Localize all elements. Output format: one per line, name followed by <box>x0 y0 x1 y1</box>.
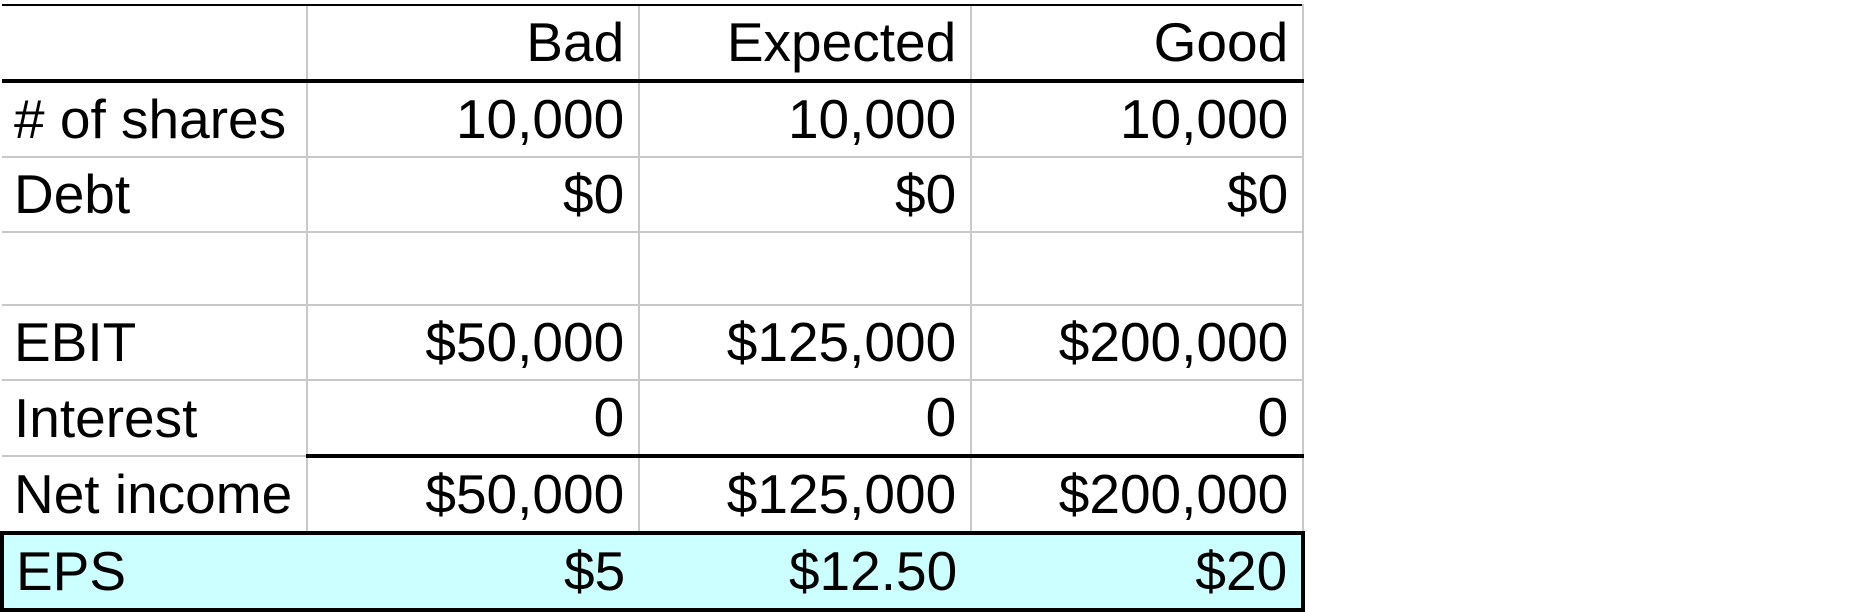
cell-bad: $50,000 <box>306 456 640 534</box>
table-row-debt: Debt $0 $0 $0 <box>2 157 1305 233</box>
table-row-shares: # of shares 10,000 10,000 10,000 <box>2 81 1305 158</box>
cell-good: $0 <box>970 157 1305 233</box>
header-good: Good <box>970 4 1305 83</box>
cell-expected <box>638 232 972 306</box>
header-row: Bad Expected Good <box>2 4 1305 83</box>
row-label: Net income <box>2 456 308 534</box>
table-row-eps: EPS $5 $12.50 $20 <box>0 531 1306 612</box>
row-label: # of shares <box>2 81 308 158</box>
cell-good: $20 <box>971 531 1306 612</box>
cell-expected: $125,000 <box>638 456 972 534</box>
cell-good <box>970 232 1305 306</box>
table-row-net-income: Net income $50,000 $125,000 $200,000 <box>2 456 1305 534</box>
cell-bad: 10,000 <box>306 81 640 158</box>
cell-bad <box>306 232 640 306</box>
cell-expected: 0 <box>638 380 972 458</box>
eps-table: Bad Expected Good # of shares 10,000 10,… <box>0 4 1306 612</box>
header-expected: Expected <box>638 4 972 83</box>
row-label: EBIT <box>2 305 308 381</box>
cell-expected: $12.50 <box>639 531 972 612</box>
row-label: Interest <box>2 380 308 457</box>
cell-bad: $50,000 <box>306 305 640 381</box>
cell-good: 0 <box>970 380 1305 458</box>
cell-expected: $125,000 <box>638 305 972 381</box>
cell-good: $200,000 <box>970 305 1305 381</box>
cell-bad: $0 <box>306 157 640 233</box>
cell-expected: $0 <box>638 157 972 233</box>
header-corner-cell <box>2 4 308 83</box>
cell-bad: 0 <box>306 380 640 458</box>
row-label: Debt <box>2 157 308 233</box>
row-label: EPS <box>0 531 308 612</box>
cell-good: 10,000 <box>970 81 1305 158</box>
table-row-ebit: EBIT $50,000 $125,000 $200,000 <box>2 305 1305 381</box>
table-row-interest: Interest 0 0 0 <box>2 380 1305 458</box>
cell-good: $200,000 <box>970 456 1305 534</box>
cell-expected: 10,000 <box>638 81 972 158</box>
header-bad: Bad <box>306 4 640 83</box>
row-label <box>2 232 308 306</box>
table-row-blank <box>2 232 1305 306</box>
cell-bad: $5 <box>307 531 640 612</box>
